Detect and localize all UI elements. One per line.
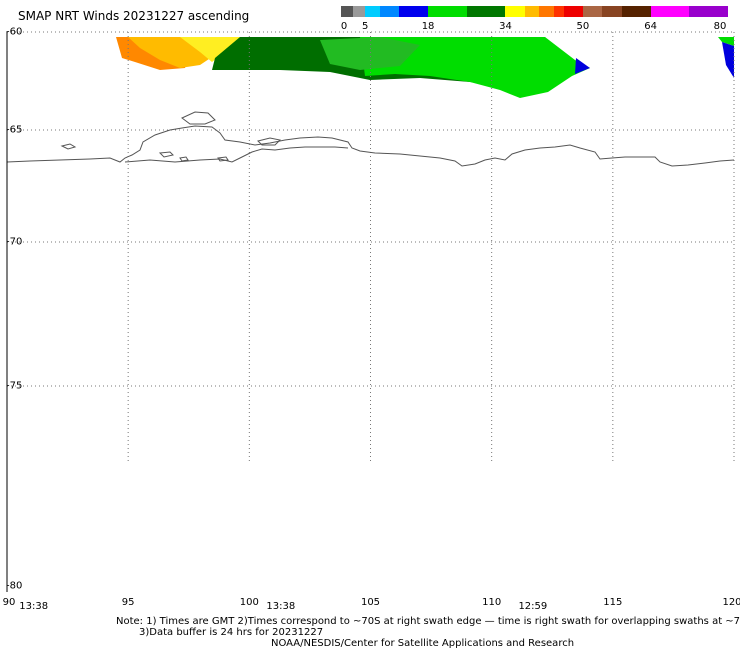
- colorbar-label: 34: [499, 21, 512, 32]
- colorbar-label: 18: [421, 21, 435, 32]
- colorbar-segment: [689, 6, 729, 17]
- note-line-3: NOAA/NESDIS/Center for Satellite Applica…: [271, 638, 575, 649]
- colorbar-segment: [539, 6, 555, 17]
- colorbar-label: 0: [340, 21, 348, 32]
- island-outline: [257, 137, 282, 146]
- latitude-label: -60: [6, 26, 23, 38]
- swath-time-label: 13:38: [19, 601, 49, 612]
- wind-patch-green-mid: [320, 37, 420, 70]
- longitude-label: 100: [239, 597, 259, 608]
- longitude-label: 115: [603, 597, 623, 608]
- colorbar-segment: [553, 6, 565, 17]
- colorbar-segment: [621, 6, 652, 17]
- swath-time-label: 12:59: [518, 601, 548, 612]
- colorbar-segment: [379, 6, 400, 17]
- latitude-label: -65: [6, 124, 23, 136]
- colorbar-segment: [341, 6, 354, 17]
- coastline: [6, 111, 735, 167]
- colorbar-segment: [466, 6, 506, 17]
- latitude-label: -70: [6, 236, 23, 248]
- wind-patch-lightgreen: [360, 37, 590, 98]
- colorbar-segment: [524, 6, 540, 17]
- island-outline: [179, 156, 189, 162]
- grid-lines: [7, 31, 735, 463]
- colorbar-segment: [353, 6, 366, 17]
- island-outline: [217, 156, 229, 162]
- island-outline: [158, 151, 174, 158]
- colorbar-label: 50: [576, 21, 590, 32]
- antarctic-coastline: [6, 125, 735, 167]
- note-line-1: Note: 1) Times are GMT 2)Times correspon…: [116, 616, 740, 627]
- longitude-label: 120: [722, 597, 740, 608]
- swath-time-label: 13:38: [266, 601, 296, 612]
- colorbar-segment: [602, 6, 623, 17]
- colorbar-segment: [365, 6, 381, 17]
- map-title: SMAP NRT Winds 20231227 ascending: [18, 9, 250, 23]
- ice-shelf-outline: [124, 146, 349, 163]
- latitude-label: -80: [6, 580, 23, 592]
- latitude-label: -75: [6, 380, 23, 392]
- colorbar-label: 80: [713, 21, 727, 32]
- wind-patch-right-blue: [722, 42, 734, 78]
- colorbar-segment: [399, 6, 429, 17]
- island-outline: [181, 111, 216, 125]
- wind-patch-blue: [575, 58, 590, 74]
- wind-swath: [116, 37, 734, 98]
- colorbar-segment: [505, 6, 526, 17]
- wind-patch-yellow: [180, 37, 242, 62]
- longitude-label: 110: [482, 597, 502, 608]
- wind-speed-colorbar: 0 5 18 34 50 64 80: [340, 6, 729, 34]
- colorbar-segment: [428, 6, 468, 17]
- colorbar-segment: [582, 6, 603, 17]
- longitude-label: 90: [2, 597, 16, 608]
- note-line-2: 3)Data buffer is 24 hrs for 20231227: [139, 627, 324, 638]
- colorbar-label: 64: [644, 21, 657, 32]
- wind-patch-right-green: [718, 37, 734, 46]
- colorbar-segment: [563, 6, 584, 17]
- colorbar-label: 5: [362, 21, 369, 32]
- colorbar-segment: [650, 6, 690, 17]
- island-outline: [60, 143, 77, 150]
- longitude-label: 105: [360, 597, 381, 608]
- longitude-label: 95: [121, 597, 135, 608]
